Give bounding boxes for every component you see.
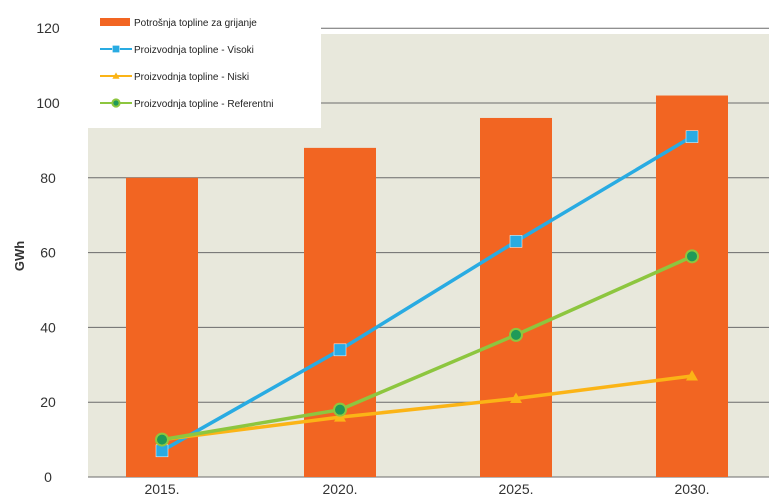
y-tick-label: 100: [36, 95, 60, 111]
point-circle-2015.: [155, 432, 169, 447]
y-tick-label: 120: [36, 20, 60, 36]
y-tick-label: 0: [44, 469, 52, 485]
legend-items: Potrošnja topline za grijanje Proizvodnja…: [100, 18, 274, 110]
legend-swatch-bar: [100, 18, 130, 26]
point-triangle-2030.: [686, 370, 698, 381]
series-line-circle: [161, 254, 693, 442]
legend-marker-triangle: [112, 72, 120, 79]
point-triangle-2025.: [510, 392, 522, 403]
line-series: [155, 130, 699, 458]
point-square-2020.: [333, 343, 347, 357]
bar-2030.: [656, 95, 728, 478]
x-tick-label: 2030.: [674, 481, 709, 497]
bars: [126, 95, 728, 478]
legend-marker-square: [112, 45, 120, 53]
point-circle-2025.: [509, 327, 523, 342]
x-tick-label: 2025.: [498, 481, 533, 497]
legend-label: Proizvodnja topline - Visoki: [134, 45, 254, 56]
x-tick-label: 2020.: [322, 481, 357, 497]
gridlines: [88, 27, 769, 478]
y-axis-label: GWh: [12, 241, 27, 271]
bar-2025.: [480, 117, 552, 478]
x-tick-labels: 2015. 2020. 2025. 2030.: [144, 481, 709, 497]
point-circle-2020.: [333, 402, 347, 417]
bar-2015.: [126, 177, 198, 478]
point-circle-2030.: [685, 249, 699, 264]
legend-label: Proizvodnja topline - Niski: [134, 72, 249, 83]
legend-marker-circle: [111, 98, 121, 108]
legend: Potrošnja topline za grijanje Proizvodnja…: [88, 4, 321, 128]
y-tick-label: 80: [40, 170, 56, 186]
y-tick-label: 60: [40, 245, 56, 261]
y-tick-labels: 0 20 40 60 80 100 120: [36, 20, 60, 485]
legend-label: Potrošnja topline za grijanje: [134, 18, 257, 29]
series-line-triangle: [161, 374, 693, 442]
point-square-2015.: [155, 444, 169, 458]
legend-label: Proizvodnja topline - Referentni: [134, 99, 274, 110]
y-tick-label: 20: [40, 394, 56, 410]
point-square-2030.: [685, 130, 699, 143]
y-tick-label: 40: [40, 319, 56, 335]
point-square-2025.: [509, 235, 523, 248]
series-line-square: [161, 135, 693, 453]
x-tick-label: 2015.: [144, 481, 179, 497]
bar-2020.: [304, 147, 376, 477]
